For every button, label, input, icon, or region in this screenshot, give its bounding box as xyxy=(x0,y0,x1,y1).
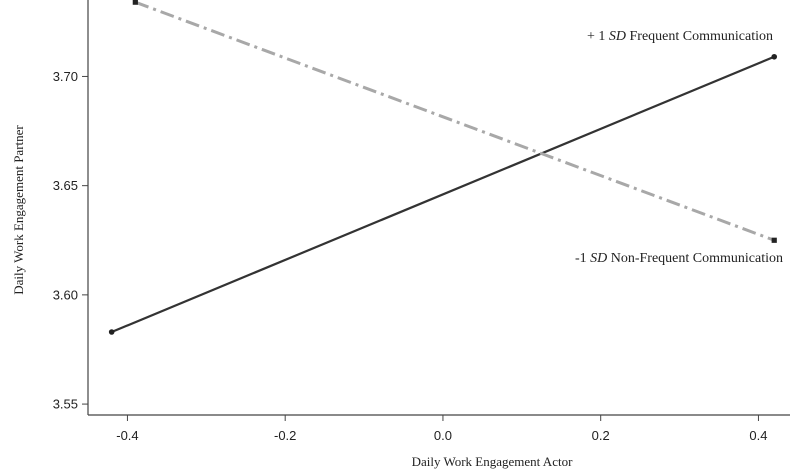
annotation-frequent-prefix: + 1 xyxy=(587,29,609,44)
series-point xyxy=(771,53,778,60)
annotation-frequent-suffix: Frequent Communication xyxy=(626,29,773,44)
annotation-frequent-sd: SD xyxy=(609,29,626,44)
x-axis-label: Daily Work Engagement Actor xyxy=(412,454,573,469)
series-point xyxy=(108,329,115,335)
annotation-non-frequent-sd: SD xyxy=(590,251,607,266)
x-tick-label: -0.4 xyxy=(116,428,138,443)
x-ticks: -0.4 -0.2 0.0 0.2 0.4 xyxy=(116,415,767,443)
series-point xyxy=(771,237,777,243)
series-point xyxy=(132,0,138,5)
series-group xyxy=(108,0,778,335)
annotation-non-frequent-prefix: -1 xyxy=(575,251,590,266)
annotation-non-frequent: -1 SD Non-Frequent Communication xyxy=(575,251,783,266)
y-ticks: 3.55 3.60 3.65 3.70 xyxy=(53,69,88,412)
y-tick-label: 3.60 xyxy=(53,287,78,302)
y-tick-label: 3.65 xyxy=(53,178,78,193)
x-tick-label: 0.4 xyxy=(749,428,767,443)
series-line-non-frequent xyxy=(134,0,775,242)
series-line-frequent xyxy=(111,55,775,334)
x-tick-label: 0.2 xyxy=(592,428,610,443)
annotation-frequent: + 1 SD Frequent Communication xyxy=(587,29,773,44)
annotation-non-frequent-suffix: Non-Frequent Communication xyxy=(607,251,783,266)
y-axis-label: Daily Work Engagement Partner xyxy=(11,125,26,295)
x-tick-label: -0.2 xyxy=(274,428,296,443)
y-tick-label: 3.55 xyxy=(53,397,78,412)
y-tick-label: 3.70 xyxy=(53,69,78,84)
axes xyxy=(87,0,790,416)
x-tick-label: 0.0 xyxy=(434,428,452,443)
